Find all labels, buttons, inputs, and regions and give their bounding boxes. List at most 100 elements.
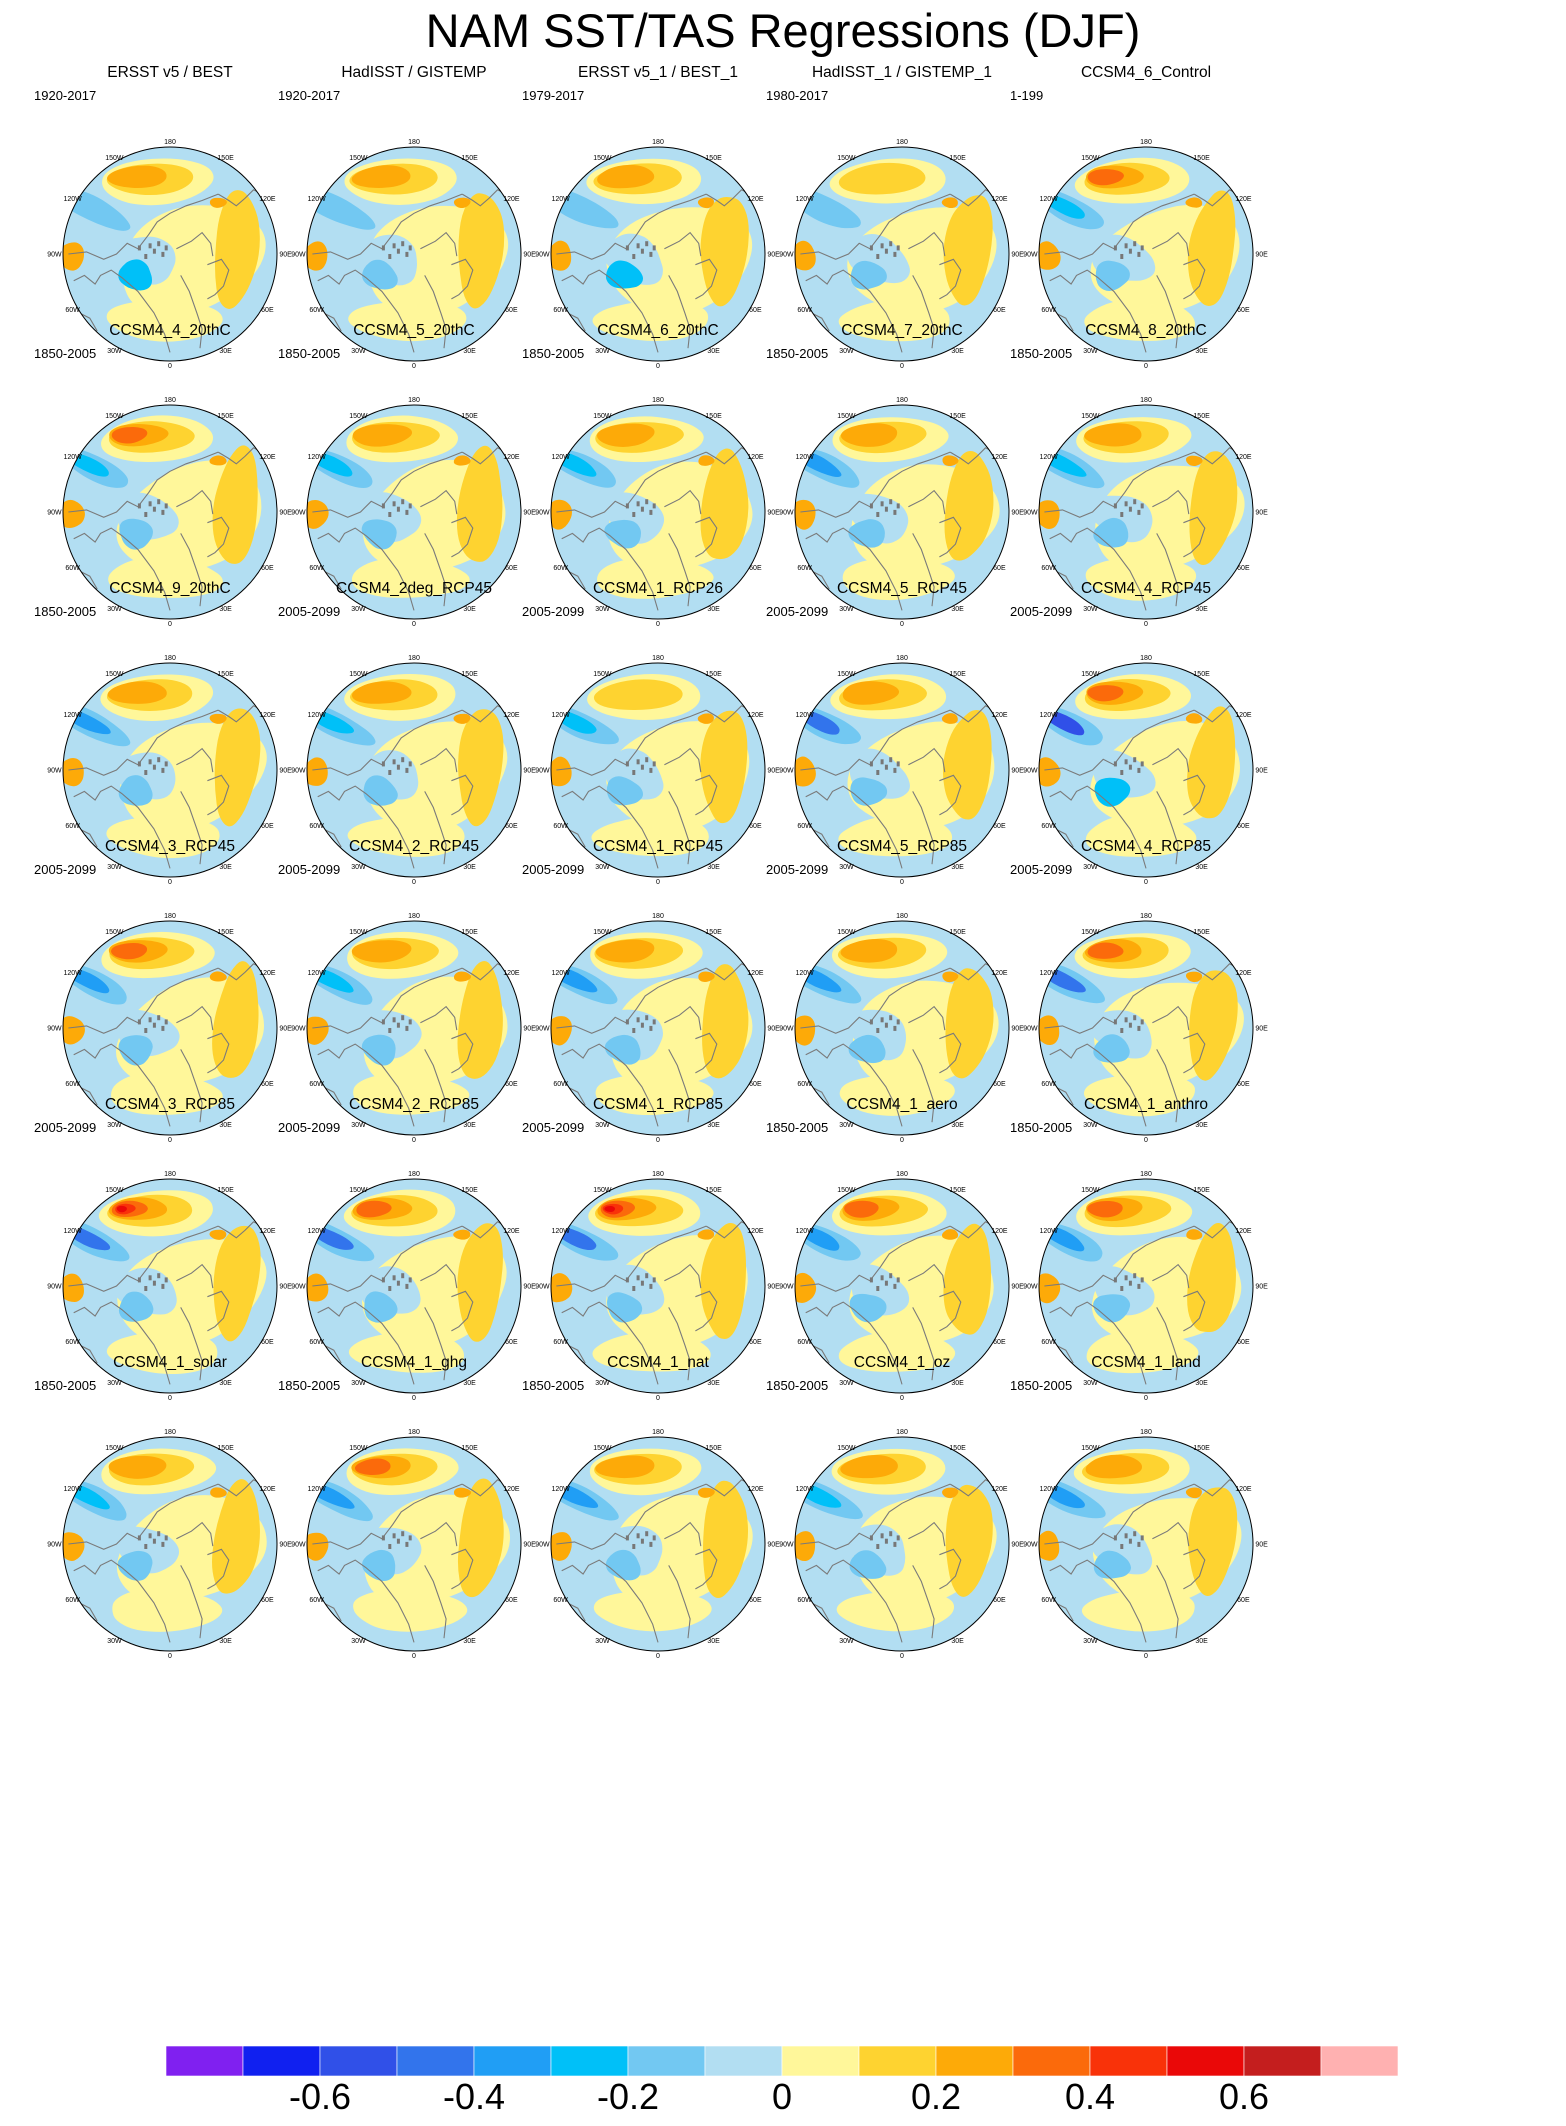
lon-tick-label: 60E bbox=[749, 1339, 762, 1346]
lon-tick-label: 120W bbox=[551, 1228, 570, 1235]
coastline bbox=[176, 489, 214, 515]
coastline bbox=[810, 1344, 830, 1364]
warm-region bbox=[838, 814, 953, 857]
warm-region bbox=[592, 1331, 711, 1372]
cold-region bbox=[605, 1549, 641, 1581]
lon-tick-label: 30E bbox=[951, 606, 964, 613]
island bbox=[157, 241, 161, 247]
lon-tick-label: 150E bbox=[217, 1187, 234, 1194]
panel-years: 2005-2099 bbox=[522, 1120, 585, 1135]
map-border bbox=[794, 1436, 1010, 1652]
coastline bbox=[78, 828, 98, 848]
cold-region bbox=[361, 519, 397, 550]
lon-tick-label: 180 bbox=[652, 913, 664, 920]
lon-tick-label: 0 bbox=[168, 1395, 172, 1402]
lon-tick-label: 150W bbox=[837, 671, 856, 678]
coastline bbox=[1183, 1032, 1206, 1074]
island bbox=[388, 1544, 392, 1549]
cold-region bbox=[848, 519, 885, 548]
coastline bbox=[420, 1263, 458, 1289]
lon-tick-label: 150W bbox=[593, 929, 612, 936]
warm-region bbox=[307, 1532, 329, 1561]
lon-tick-label: 150E bbox=[705, 155, 722, 162]
island bbox=[152, 506, 156, 512]
lon-tick-label: 120W bbox=[795, 196, 814, 203]
island bbox=[408, 1535, 412, 1541]
warm-region bbox=[348, 301, 467, 342]
island bbox=[157, 1273, 161, 1279]
warm-region bbox=[1083, 1073, 1195, 1117]
panel-years: 2005-2099 bbox=[522, 604, 585, 619]
panel-title: CCSM4_4_RCP85 bbox=[1080, 838, 1212, 855]
lon-tick-label: 180 bbox=[896, 655, 908, 662]
colorbar-segment bbox=[396, 2046, 475, 2076]
lon-tick-label: 30E bbox=[219, 1380, 232, 1387]
warm-region bbox=[457, 1223, 503, 1342]
map-border bbox=[550, 662, 766, 878]
lon-tick-label: 120W bbox=[1039, 196, 1058, 203]
map-border bbox=[550, 1436, 766, 1652]
coastline bbox=[561, 527, 659, 611]
coastline bbox=[1193, 447, 1241, 465]
polar-map: 180 150E 120E 90E 60E 30E 0 30W 60W 90W 120W 150W bbox=[1023, 397, 1268, 628]
lon-tick-label: 90W bbox=[1023, 768, 1038, 775]
island bbox=[144, 770, 148, 775]
lon-tick-label: 30W bbox=[839, 606, 854, 613]
lon-tick-label: 150E bbox=[705, 1445, 722, 1452]
polar-map: 180 150E 120E 90E 60E 30E 0 30W 60W 90W 120W 150W bbox=[47, 397, 292, 628]
lon-tick-label: 90E bbox=[279, 510, 292, 517]
island bbox=[876, 512, 880, 517]
lon-tick-label: 30E bbox=[707, 1638, 720, 1645]
lon-tick-label: 120E bbox=[747, 196, 764, 203]
colorbar-segment bbox=[550, 2046, 629, 2076]
map-panel: CCSM4_1_solar 180 150E 120E 90E 60E 30E 0 30W 60W… bbox=[20, 1354, 320, 1670]
island bbox=[625, 503, 629, 509]
island bbox=[880, 501, 884, 507]
island bbox=[137, 1277, 141, 1283]
coastline bbox=[180, 275, 203, 349]
coastline bbox=[810, 312, 830, 332]
panel-years: 2005-2099 bbox=[1010, 604, 1073, 619]
island bbox=[148, 243, 152, 249]
coastline bbox=[420, 231, 458, 257]
map-border bbox=[306, 920, 522, 1136]
lon-tick-label: 150E bbox=[1193, 1187, 1210, 1194]
island bbox=[652, 1019, 656, 1025]
pacific-warm bbox=[838, 162, 926, 195]
lon-tick-label: 120E bbox=[747, 712, 764, 719]
coastline bbox=[1054, 828, 1074, 848]
lon-tick-label: 150W bbox=[105, 1445, 124, 1452]
island bbox=[396, 764, 400, 770]
lon-tick-label: 90W bbox=[779, 510, 794, 517]
pacific-warm bbox=[111, 942, 148, 960]
island bbox=[632, 254, 636, 259]
warm-region bbox=[795, 1531, 816, 1562]
island bbox=[1120, 254, 1124, 259]
coastline bbox=[908, 489, 946, 515]
lon-tick-label: 0 bbox=[656, 1653, 660, 1660]
island bbox=[148, 1275, 152, 1281]
lon-tick-label: 90W bbox=[47, 510, 62, 517]
lon-tick-label: 180 bbox=[408, 1171, 420, 1178]
coastline bbox=[312, 1483, 463, 1550]
warm-region bbox=[795, 756, 816, 787]
island bbox=[645, 757, 649, 763]
lon-tick-label: 150W bbox=[593, 1445, 612, 1452]
pacific-warm bbox=[351, 165, 411, 188]
warm-region bbox=[1039, 757, 1061, 787]
warm-region bbox=[795, 499, 816, 530]
lon-tick-label: 150E bbox=[949, 671, 966, 678]
coastline bbox=[664, 231, 702, 257]
island bbox=[401, 1273, 405, 1279]
lon-tick-label: 150W bbox=[837, 929, 856, 936]
warm-region bbox=[307, 757, 328, 786]
lon-tick-label: 150E bbox=[217, 1445, 234, 1452]
hotspot bbox=[453, 1229, 471, 1240]
colorbar-segment bbox=[1243, 2046, 1322, 2076]
lon-tick-label: 150E bbox=[1193, 413, 1210, 420]
lon-tick-label: 60W bbox=[65, 307, 80, 314]
coastline bbox=[1152, 489, 1190, 515]
lon-tick-label: 120W bbox=[307, 454, 326, 461]
island bbox=[1140, 245, 1144, 251]
lon-tick-label: 60W bbox=[797, 823, 812, 830]
